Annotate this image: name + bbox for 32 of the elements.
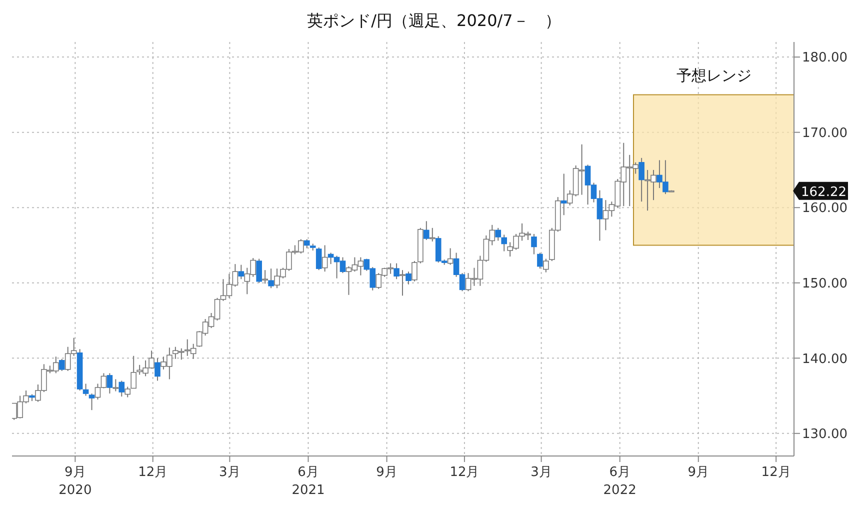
candlestick [322, 244, 328, 272]
candlestick [429, 227, 436, 242]
x-tick-label: 6月 2021 [292, 465, 325, 498]
y-tick-label: 140.00 [802, 352, 848, 367]
x-tick-label: 12月 [761, 465, 791, 480]
candlestick [412, 260, 418, 282]
candlestick [112, 378, 119, 392]
y-tick-label: 130.00 [802, 427, 848, 442]
x-tick-label: 3月 [219, 465, 240, 480]
y-tick-label: 150.00 [802, 276, 848, 292]
candlestick [400, 270, 406, 296]
candlestick [124, 386, 131, 398]
x-tick-label: 9月 [688, 465, 710, 480]
x-tick-label: 12月 [450, 465, 480, 480]
x-tick-label: 9月 [376, 465, 398, 480]
chart-title: 英ポンド/円（週足、2020/7－ ） [306, 10, 562, 32]
x-tick-label: 3月 [530, 465, 552, 480]
x-tick-label: 12月 [138, 465, 168, 480]
candlestick [447, 248, 454, 266]
y-tick-label: 180.00 [802, 50, 848, 66]
text: 162.22 [801, 184, 846, 200]
y-tick-label: 170.00 [802, 126, 848, 141]
candlestick [501, 234, 508, 252]
x-tick-label: 9月 2020 [58, 465, 92, 498]
x-tick-label: 6月 2022 [603, 465, 636, 498]
candlestick [543, 258, 549, 273]
y-tick-label: 160.00 [802, 201, 848, 216]
candlestick [531, 233, 537, 255]
candlestick [262, 270, 268, 284]
band-label: 予想レンジ [676, 66, 752, 85]
candlestick [130, 355, 136, 389]
candlestick [82, 383, 89, 396]
